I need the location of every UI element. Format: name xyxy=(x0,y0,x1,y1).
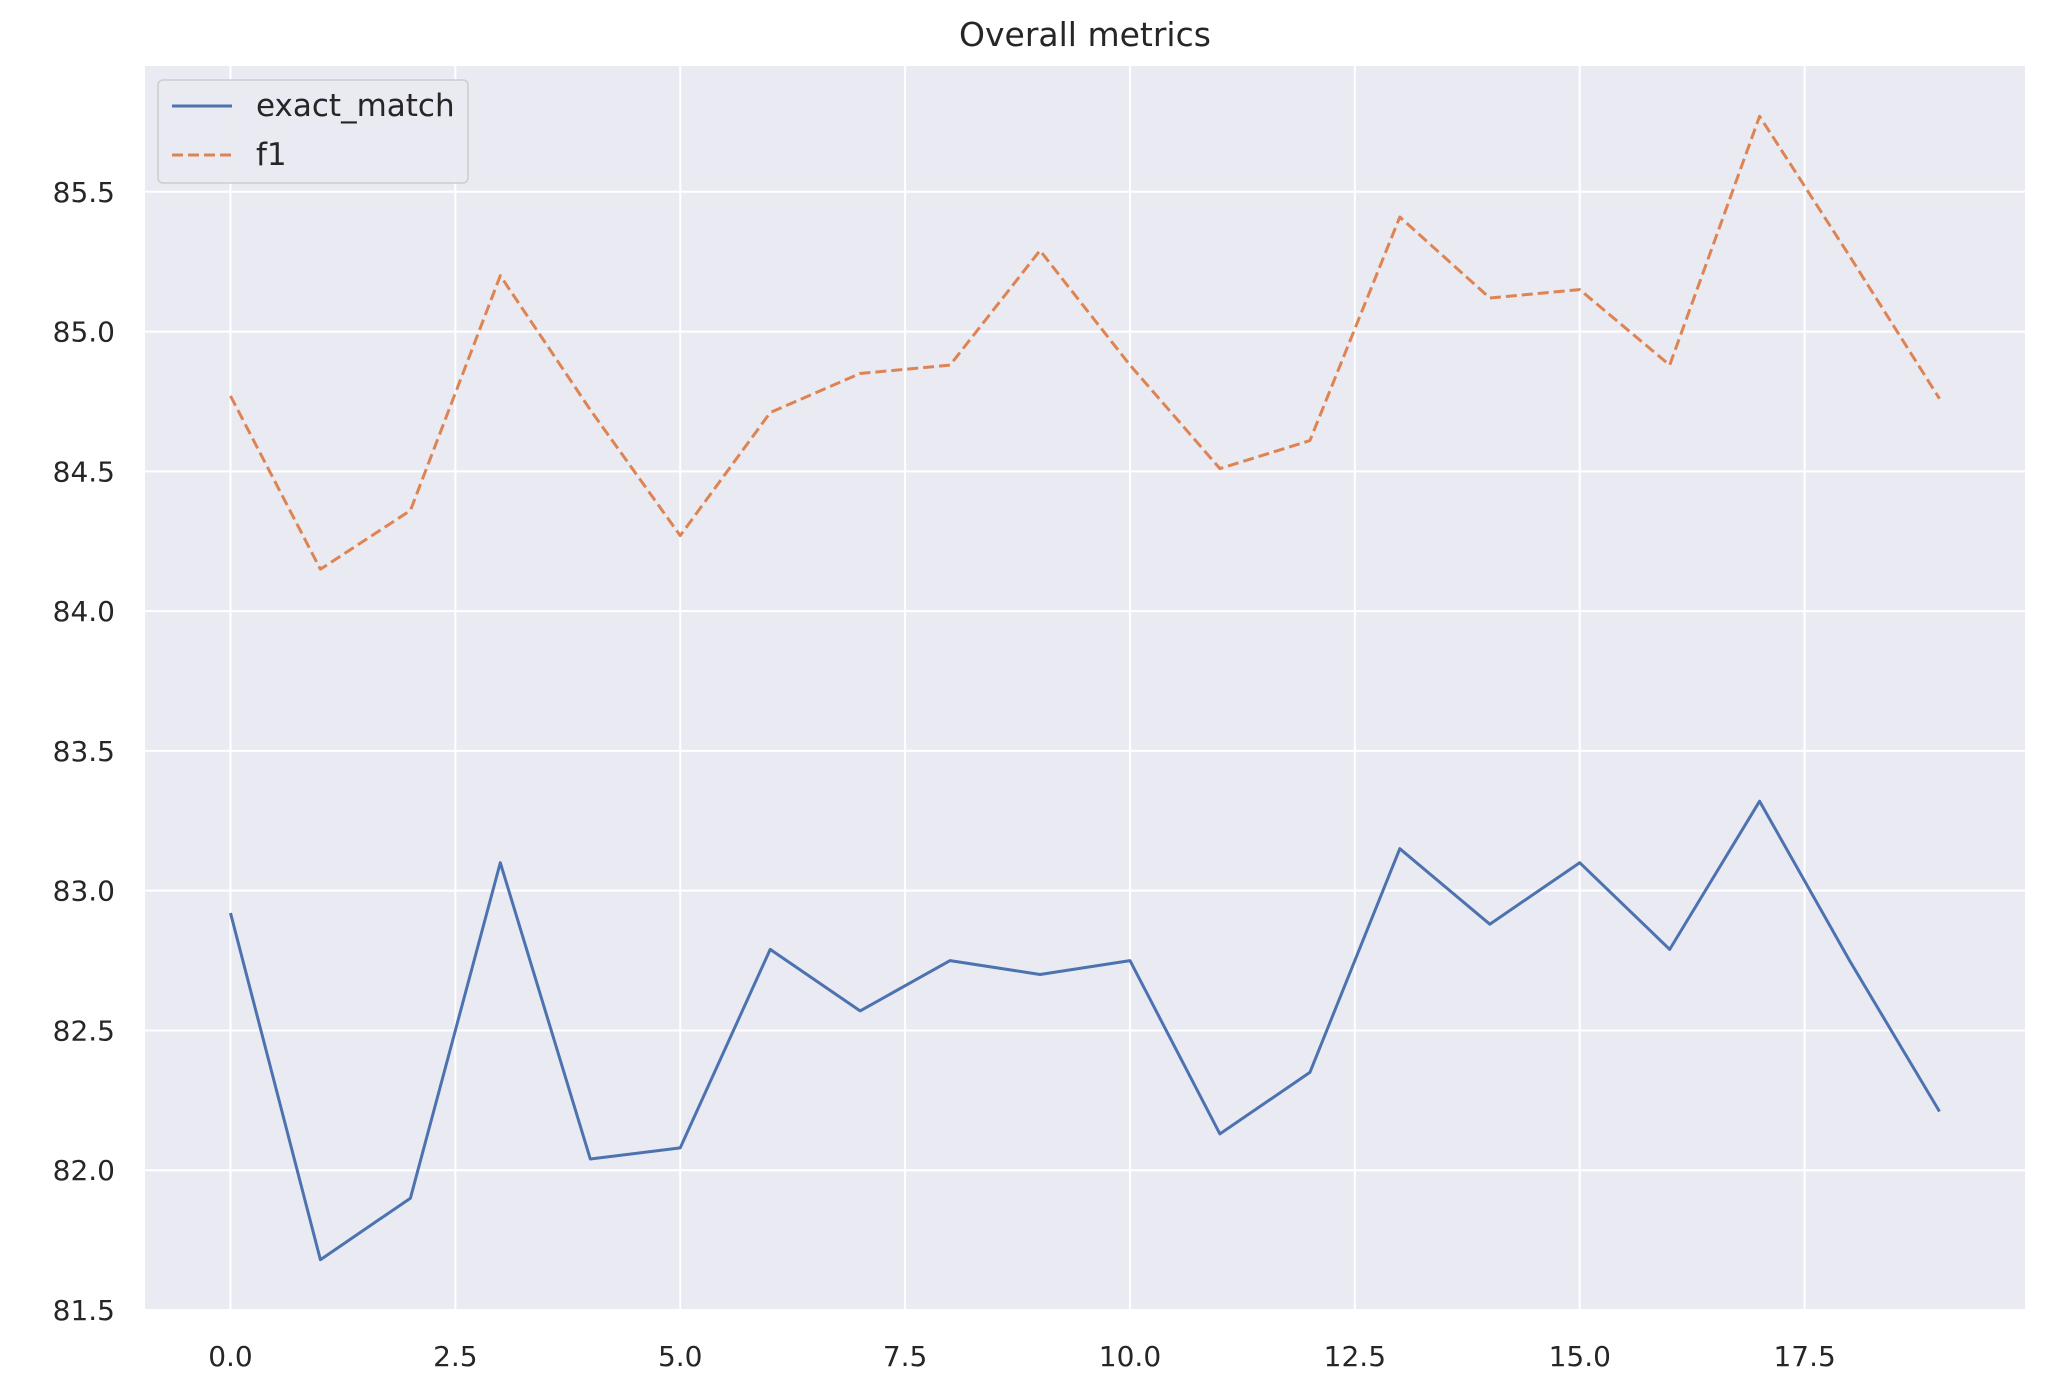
legend: exact_match f1 xyxy=(157,79,469,184)
x-tick-label: 7.5 xyxy=(883,1340,928,1373)
y-tick-label: 82.5 xyxy=(53,1014,115,1047)
legend-label-f1: f1 xyxy=(256,137,287,173)
x-tick-label: 2.5 xyxy=(433,1340,478,1373)
y-axis-ticks: 81.5 82.0 82.5 83.0 83.5 84.0 84.5 85.0 85.5 xyxy=(53,176,115,1327)
y-tick-label: 84.0 xyxy=(53,595,115,628)
plot-area xyxy=(145,66,2025,1310)
y-tick-label: 84.5 xyxy=(53,455,115,488)
legend-label-exact-match: exact_match xyxy=(256,88,455,124)
y-tick-label: 83.0 xyxy=(53,875,115,908)
x-tick-label: 17.5 xyxy=(1773,1340,1835,1373)
y-tick-label: 85.5 xyxy=(53,176,115,209)
y-tick-label: 82.0 xyxy=(53,1154,115,1187)
x-tick-label: 0.0 xyxy=(208,1340,253,1373)
x-tick-label: 5.0 xyxy=(658,1340,703,1373)
chart-title: Overall metrics xyxy=(959,15,1211,54)
y-tick-label: 81.5 xyxy=(53,1294,115,1327)
legend-box xyxy=(157,79,469,184)
series-line-exact-match xyxy=(229,799,1941,1262)
series-line-f1 xyxy=(229,114,1941,571)
y-tick-label: 85.0 xyxy=(53,316,115,349)
grid-lines xyxy=(145,66,2025,1311)
x-tick-label: 10.0 xyxy=(1099,1340,1161,1373)
x-tick-label: 15.0 xyxy=(1549,1340,1611,1373)
series-layer xyxy=(229,114,1941,1262)
x-tick-label: 12.5 xyxy=(1324,1340,1386,1373)
x-axis-ticks: 0.0 2.5 5.0 7.5 10.0 12.5 15.0 17.5 xyxy=(208,1340,1836,1373)
y-tick-label: 83.5 xyxy=(53,735,115,768)
